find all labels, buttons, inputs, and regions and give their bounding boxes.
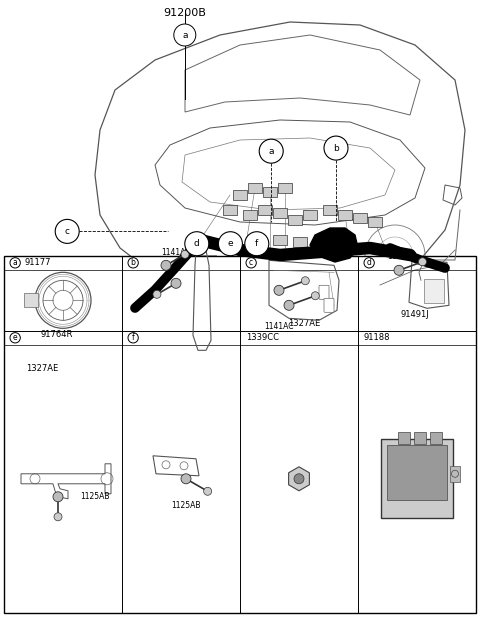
Circle shape [274, 285, 284, 296]
Circle shape [153, 291, 161, 298]
FancyBboxPatch shape [293, 237, 307, 247]
Text: 1141AC: 1141AC [264, 322, 293, 331]
FancyBboxPatch shape [288, 215, 302, 225]
FancyBboxPatch shape [223, 205, 237, 215]
FancyBboxPatch shape [338, 210, 352, 220]
FancyBboxPatch shape [381, 439, 453, 518]
Circle shape [218, 232, 242, 255]
Circle shape [204, 487, 212, 495]
Text: 1327AE: 1327AE [26, 365, 59, 373]
FancyBboxPatch shape [398, 433, 410, 444]
FancyBboxPatch shape [0, 0, 480, 256]
Circle shape [301, 277, 309, 284]
Text: e: e [228, 239, 233, 248]
Circle shape [10, 333, 20, 343]
Text: d: d [194, 239, 200, 248]
Circle shape [364, 258, 374, 268]
Text: 1339CC: 1339CC [246, 333, 279, 342]
Circle shape [174, 24, 196, 46]
Circle shape [54, 513, 62, 521]
Text: e: e [13, 333, 17, 342]
Text: a: a [182, 30, 188, 39]
Text: 1327AE: 1327AE [288, 320, 320, 328]
Circle shape [181, 251, 189, 259]
FancyBboxPatch shape [353, 213, 367, 223]
Text: 91200B: 91200B [163, 8, 206, 18]
Circle shape [294, 474, 304, 484]
FancyBboxPatch shape [424, 280, 444, 304]
Text: 1125AB: 1125AB [171, 501, 201, 510]
Text: 1141AC: 1141AC [387, 252, 417, 262]
FancyBboxPatch shape [24, 293, 38, 307]
Text: c: c [65, 227, 70, 236]
Circle shape [245, 232, 269, 255]
Circle shape [128, 258, 138, 268]
Circle shape [55, 220, 79, 243]
Text: 1125AB: 1125AB [80, 492, 109, 501]
Polygon shape [310, 228, 358, 262]
Circle shape [394, 265, 404, 275]
Circle shape [181, 474, 191, 484]
Text: 1141AC: 1141AC [161, 248, 191, 257]
FancyBboxPatch shape [273, 208, 287, 218]
Text: f: f [255, 239, 258, 248]
FancyBboxPatch shape [233, 190, 247, 200]
FancyBboxPatch shape [414, 433, 426, 444]
FancyBboxPatch shape [368, 217, 382, 227]
FancyBboxPatch shape [243, 210, 257, 220]
FancyBboxPatch shape [430, 433, 442, 444]
Text: b: b [333, 144, 339, 152]
Circle shape [53, 492, 63, 502]
Text: 91491J: 91491J [401, 310, 430, 319]
FancyBboxPatch shape [278, 183, 292, 193]
Circle shape [419, 258, 427, 266]
FancyBboxPatch shape [4, 256, 476, 613]
Circle shape [246, 258, 256, 268]
Text: b: b [131, 259, 135, 267]
Circle shape [171, 278, 181, 288]
FancyBboxPatch shape [450, 466, 460, 482]
FancyBboxPatch shape [263, 187, 277, 197]
Text: a: a [268, 147, 274, 155]
Circle shape [10, 258, 20, 268]
Circle shape [312, 292, 319, 300]
Text: c: c [249, 259, 253, 267]
Polygon shape [288, 467, 310, 491]
FancyBboxPatch shape [319, 285, 329, 299]
Circle shape [128, 333, 138, 343]
Circle shape [185, 232, 209, 255]
Circle shape [259, 139, 283, 163]
Circle shape [161, 260, 171, 270]
FancyBboxPatch shape [303, 210, 317, 220]
FancyBboxPatch shape [258, 205, 272, 215]
Text: 91188: 91188 [364, 333, 391, 342]
Circle shape [324, 136, 348, 160]
FancyBboxPatch shape [323, 205, 337, 215]
Text: 91764R: 91764R [41, 330, 73, 339]
Text: d: d [367, 259, 372, 267]
FancyBboxPatch shape [248, 183, 262, 193]
FancyBboxPatch shape [273, 235, 287, 245]
Text: 91177: 91177 [24, 259, 51, 267]
FancyBboxPatch shape [324, 298, 334, 312]
Text: f: f [132, 333, 134, 342]
Circle shape [284, 300, 294, 310]
Text: a: a [13, 259, 18, 267]
FancyBboxPatch shape [387, 445, 447, 500]
